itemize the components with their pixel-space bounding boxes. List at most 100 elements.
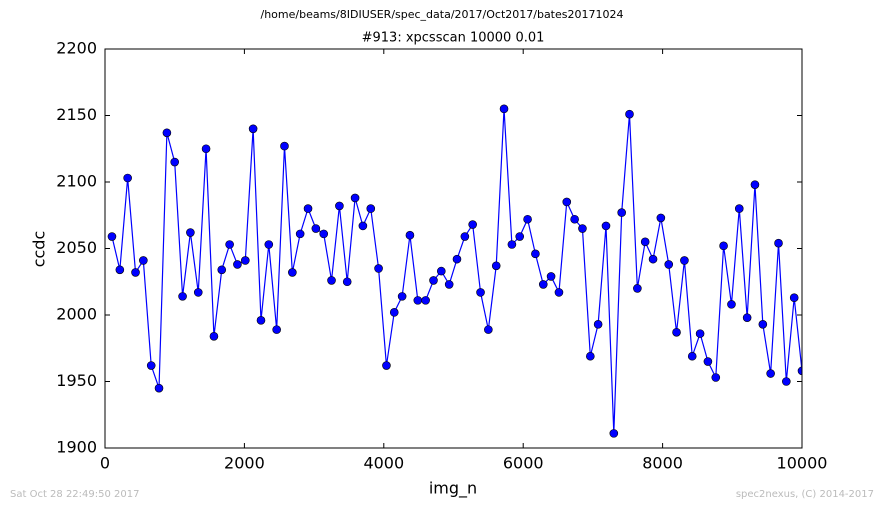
y-tick-label: 2050 — [56, 238, 97, 257]
marker — [327, 276, 336, 285]
marker — [288, 268, 297, 277]
plot-frame — [104, 48, 803, 449]
marker — [280, 141, 289, 151]
y-tick-label: 2100 — [56, 172, 97, 191]
marker — [617, 208, 626, 217]
marker — [131, 268, 140, 277]
marker — [186, 228, 195, 237]
marker — [633, 284, 642, 293]
x-axis-label: img_n — [429, 479, 477, 499]
x-tick-label: 0 — [100, 454, 110, 473]
marker — [107, 232, 117, 241]
marker — [742, 313, 752, 322]
y-tick-label: 2150 — [56, 105, 97, 124]
marker — [703, 357, 713, 366]
marker — [656, 213, 666, 223]
marker — [193, 288, 203, 297]
marker — [350, 193, 360, 203]
marker — [672, 327, 681, 337]
marker — [233, 260, 242, 269]
marker — [272, 325, 281, 334]
marker — [523, 214, 532, 224]
marker — [491, 261, 501, 271]
x-tick-label: 4000 — [363, 454, 404, 473]
marker — [797, 366, 802, 376]
marker — [570, 214, 579, 224]
marker — [358, 221, 368, 231]
marker — [695, 329, 705, 338]
marker — [405, 230, 415, 240]
marker — [515, 232, 525, 241]
marker — [648, 254, 658, 264]
marker — [468, 220, 477, 229]
marker — [460, 232, 470, 241]
marker — [750, 180, 760, 189]
y-tick-label: 2000 — [56, 305, 97, 324]
marker — [256, 316, 266, 325]
marker — [734, 204, 744, 213]
marker — [593, 320, 603, 329]
marker — [499, 104, 509, 114]
marker — [782, 377, 791, 386]
x-tick-label: 10000 — [777, 454, 828, 473]
marker — [264, 240, 274, 249]
marker — [578, 224, 587, 233]
chart-title: #913: xpcsscan 10000 0.01 — [362, 31, 545, 46]
y-axis-label: ccdc — [30, 231, 49, 268]
marker — [389, 308, 399, 317]
marker — [154, 383, 164, 393]
marker — [601, 221, 611, 231]
x-tick-label: 2000 — [224, 454, 265, 473]
marker — [319, 229, 329, 239]
x-tick-label: 6000 — [503, 454, 544, 473]
y-tick-label: 1950 — [56, 371, 97, 390]
marker — [554, 288, 564, 297]
marker — [303, 204, 313, 213]
marker — [123, 173, 132, 183]
marker — [766, 369, 775, 378]
marker — [178, 292, 187, 301]
marker — [295, 229, 305, 239]
marker — [727, 300, 736, 309]
marker — [625, 109, 634, 119]
suptitle: /home/beams/8IDIUSER/spec_data/2017/Oct2… — [261, 8, 624, 21]
marker — [397, 292, 407, 301]
marker — [640, 237, 650, 247]
marker — [452, 254, 462, 264]
y-tick-label: 1900 — [56, 438, 97, 457]
marker — [531, 249, 540, 259]
y-tick-label: 2200 — [56, 39, 97, 58]
marker — [664, 260, 674, 269]
marker — [139, 256, 148, 265]
marker — [437, 266, 446, 276]
marker — [789, 293, 799, 303]
marker — [209, 331, 219, 341]
marker — [507, 240, 517, 249]
marker — [429, 276, 438, 285]
marker — [382, 361, 391, 370]
marker — [562, 197, 572, 207]
marker — [146, 361, 156, 370]
marker — [538, 280, 548, 289]
footer-left: Sat Oct 28 22:49:50 2017 — [10, 489, 140, 500]
series-line — [111, 108, 802, 434]
x-tick-label: 8000 — [642, 454, 683, 473]
marker — [241, 256, 250, 265]
marker — [586, 351, 595, 361]
marker — [225, 240, 234, 249]
marker — [335, 201, 344, 211]
marker — [680, 256, 689, 265]
marker — [421, 296, 430, 305]
marker — [711, 373, 721, 382]
marker — [217, 265, 227, 275]
marker — [719, 241, 728, 251]
marker — [774, 238, 783, 248]
marker — [758, 320, 768, 329]
marker — [366, 204, 376, 213]
marker — [687, 351, 697, 361]
marker — [609, 429, 619, 438]
marker — [311, 224, 321, 233]
marker — [444, 280, 454, 289]
